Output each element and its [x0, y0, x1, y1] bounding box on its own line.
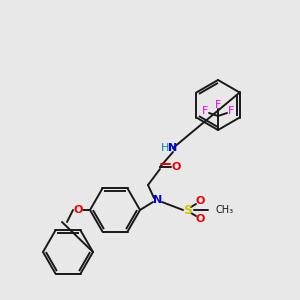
Text: O: O [73, 205, 83, 215]
Text: O: O [171, 162, 181, 172]
Text: N: N [153, 195, 163, 205]
Text: CH₃: CH₃ [215, 205, 233, 215]
Text: O: O [195, 196, 205, 206]
Text: H: H [161, 143, 169, 153]
Text: F: F [215, 100, 221, 110]
Text: F: F [202, 106, 208, 116]
Text: S: S [184, 203, 193, 217]
Text: N: N [168, 143, 178, 153]
Text: F: F [228, 106, 234, 116]
Text: O: O [195, 214, 205, 224]
